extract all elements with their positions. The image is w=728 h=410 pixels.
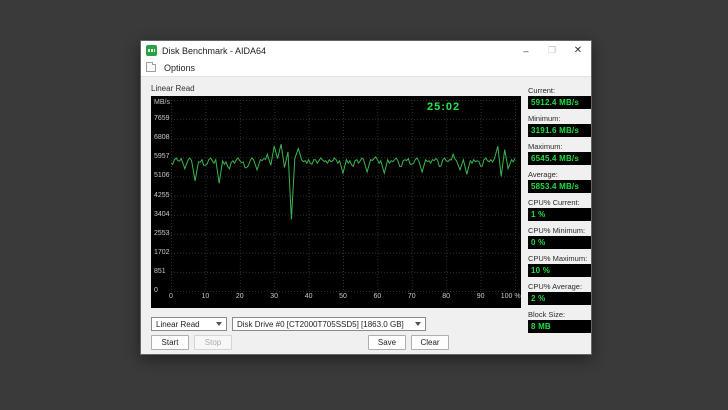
drive-select-value: Disk Drive #0 [CT2000T705SSD5] [1863.0 G… [237,319,404,329]
minimize-button[interactable]: – [523,45,529,56]
y-axis-tick-label: 7659 [154,115,170,123]
elapsed-timer: 25:02 [427,101,461,113]
stat-value: 6545.4 MB/s [528,152,591,165]
chart-title: Linear Read [151,84,195,93]
x-axis-tick-label: 60 [373,293,382,300]
stat-group: CPU% Minimum: 0 % [528,226,591,249]
x-axis-tick-label: 30 [270,293,279,300]
window-title: Disk Benchmark - AIDA64 [162,45,267,56]
stat-value: 3191.6 MB/s [528,124,591,137]
menu-item-options[interactable]: Options [164,63,196,73]
stat-label: Minimum: [528,114,561,123]
stat-label: CPU% Average: [528,282,583,291]
menu-bar: Options [141,60,591,77]
stat-value: 1 % [528,208,591,221]
stat-group: Minimum: 3191.6 MB/s [528,114,591,137]
stat-group: Block Size: 8 MB [528,310,591,333]
save-button[interactable]: Save [368,335,406,350]
stat-value: 0 % [528,236,591,249]
stat-label: CPU% Maximum: [528,254,588,263]
chevron-down-icon [415,322,421,326]
x-axis-tick-label: 80 [442,293,451,300]
stat-value: 5912.4 MB/s [528,96,591,109]
stat-value: 2 % [528,292,591,305]
x-axis-tick-label: 10 [201,293,210,300]
close-button[interactable]: ✕ [573,45,583,56]
aida64-app-icon [146,45,157,56]
stop-button: Stop [194,335,232,350]
x-axis-tick-label: 40 [304,293,313,300]
start-button[interactable]: Start [151,335,189,350]
benchmark-chart: MB/s 25:02 7659 6808 5957 5106 4255 3404 2553 1… [151,96,521,308]
stat-group: CPU% Maximum: 10 % [528,254,591,277]
line-chart-canvas [170,100,516,292]
y-axis-unit-label: MB/s [154,99,170,106]
stat-value: 10 % [528,264,591,277]
stat-label: Maximum: [528,142,563,151]
title-bar: Disk Benchmark - AIDA64 – ❐ ✕ [141,41,591,60]
stat-group: CPU% Average: 2 % [528,282,591,305]
stat-group: Current: 5912.4 MB/s [528,86,591,109]
chevron-down-icon [216,322,222,326]
x-axis-tick-label: 0 [169,293,173,300]
stat-label: Current: [528,86,556,95]
y-axis-tick-label: 4255 [154,191,170,199]
benchmark-type-select[interactable]: Linear Read [151,317,227,331]
disk-benchmark-window: Disk Benchmark - AIDA64 – ❐ ✕ Options Li… [140,40,592,355]
y-axis-tick-label: 5106 [154,172,170,180]
y-axis-tick-label: 851 [154,267,166,275]
stat-label: CPU% Minimum: [528,226,586,235]
y-axis-tick-label: 3404 [154,210,170,218]
x-axis-tick-label: 70 [407,293,416,300]
y-axis-tick-label: 5957 [154,153,170,161]
stat-value: 8 MB [528,320,591,333]
maximize-button[interactable]: ❐ [547,45,557,55]
clear-button[interactable]: Clear [411,335,449,350]
options-icon [146,62,156,72]
x-axis-tick-label: 100 % [500,293,521,300]
x-axis-tick-label: 20 [235,293,244,300]
drive-select[interactable]: Disk Drive #0 [CT2000T705SSD5] [1863.0 G… [232,317,426,331]
y-axis-tick-label: 1702 [154,248,170,256]
stat-label: CPU% Current: [528,198,580,207]
y-axis-tick-label: 0 [154,287,158,294]
stat-label: Block Size: [528,310,566,319]
stat-label: Average: [528,170,558,179]
x-axis-tick-label: 90 [476,293,485,300]
stat-group: CPU% Current: 1 % [528,198,591,221]
stats-panel: Current: 5912.4 MB/s Minimum: 3191.6 MB/s Ma… [528,86,591,338]
benchmark-type-value: Linear Read [156,319,200,329]
y-axis-tick-label: 6808 [154,134,170,142]
y-axis-tick-label: 2553 [154,229,170,237]
stat-group: Average: 5853.4 MB/s [528,170,591,193]
stat-value: 5853.4 MB/s [528,180,591,193]
benchmark-trace [170,143,516,220]
x-axis-tick-label: 50 [339,293,347,300]
stat-group: Maximum: 6545.4 MB/s [528,142,591,165]
